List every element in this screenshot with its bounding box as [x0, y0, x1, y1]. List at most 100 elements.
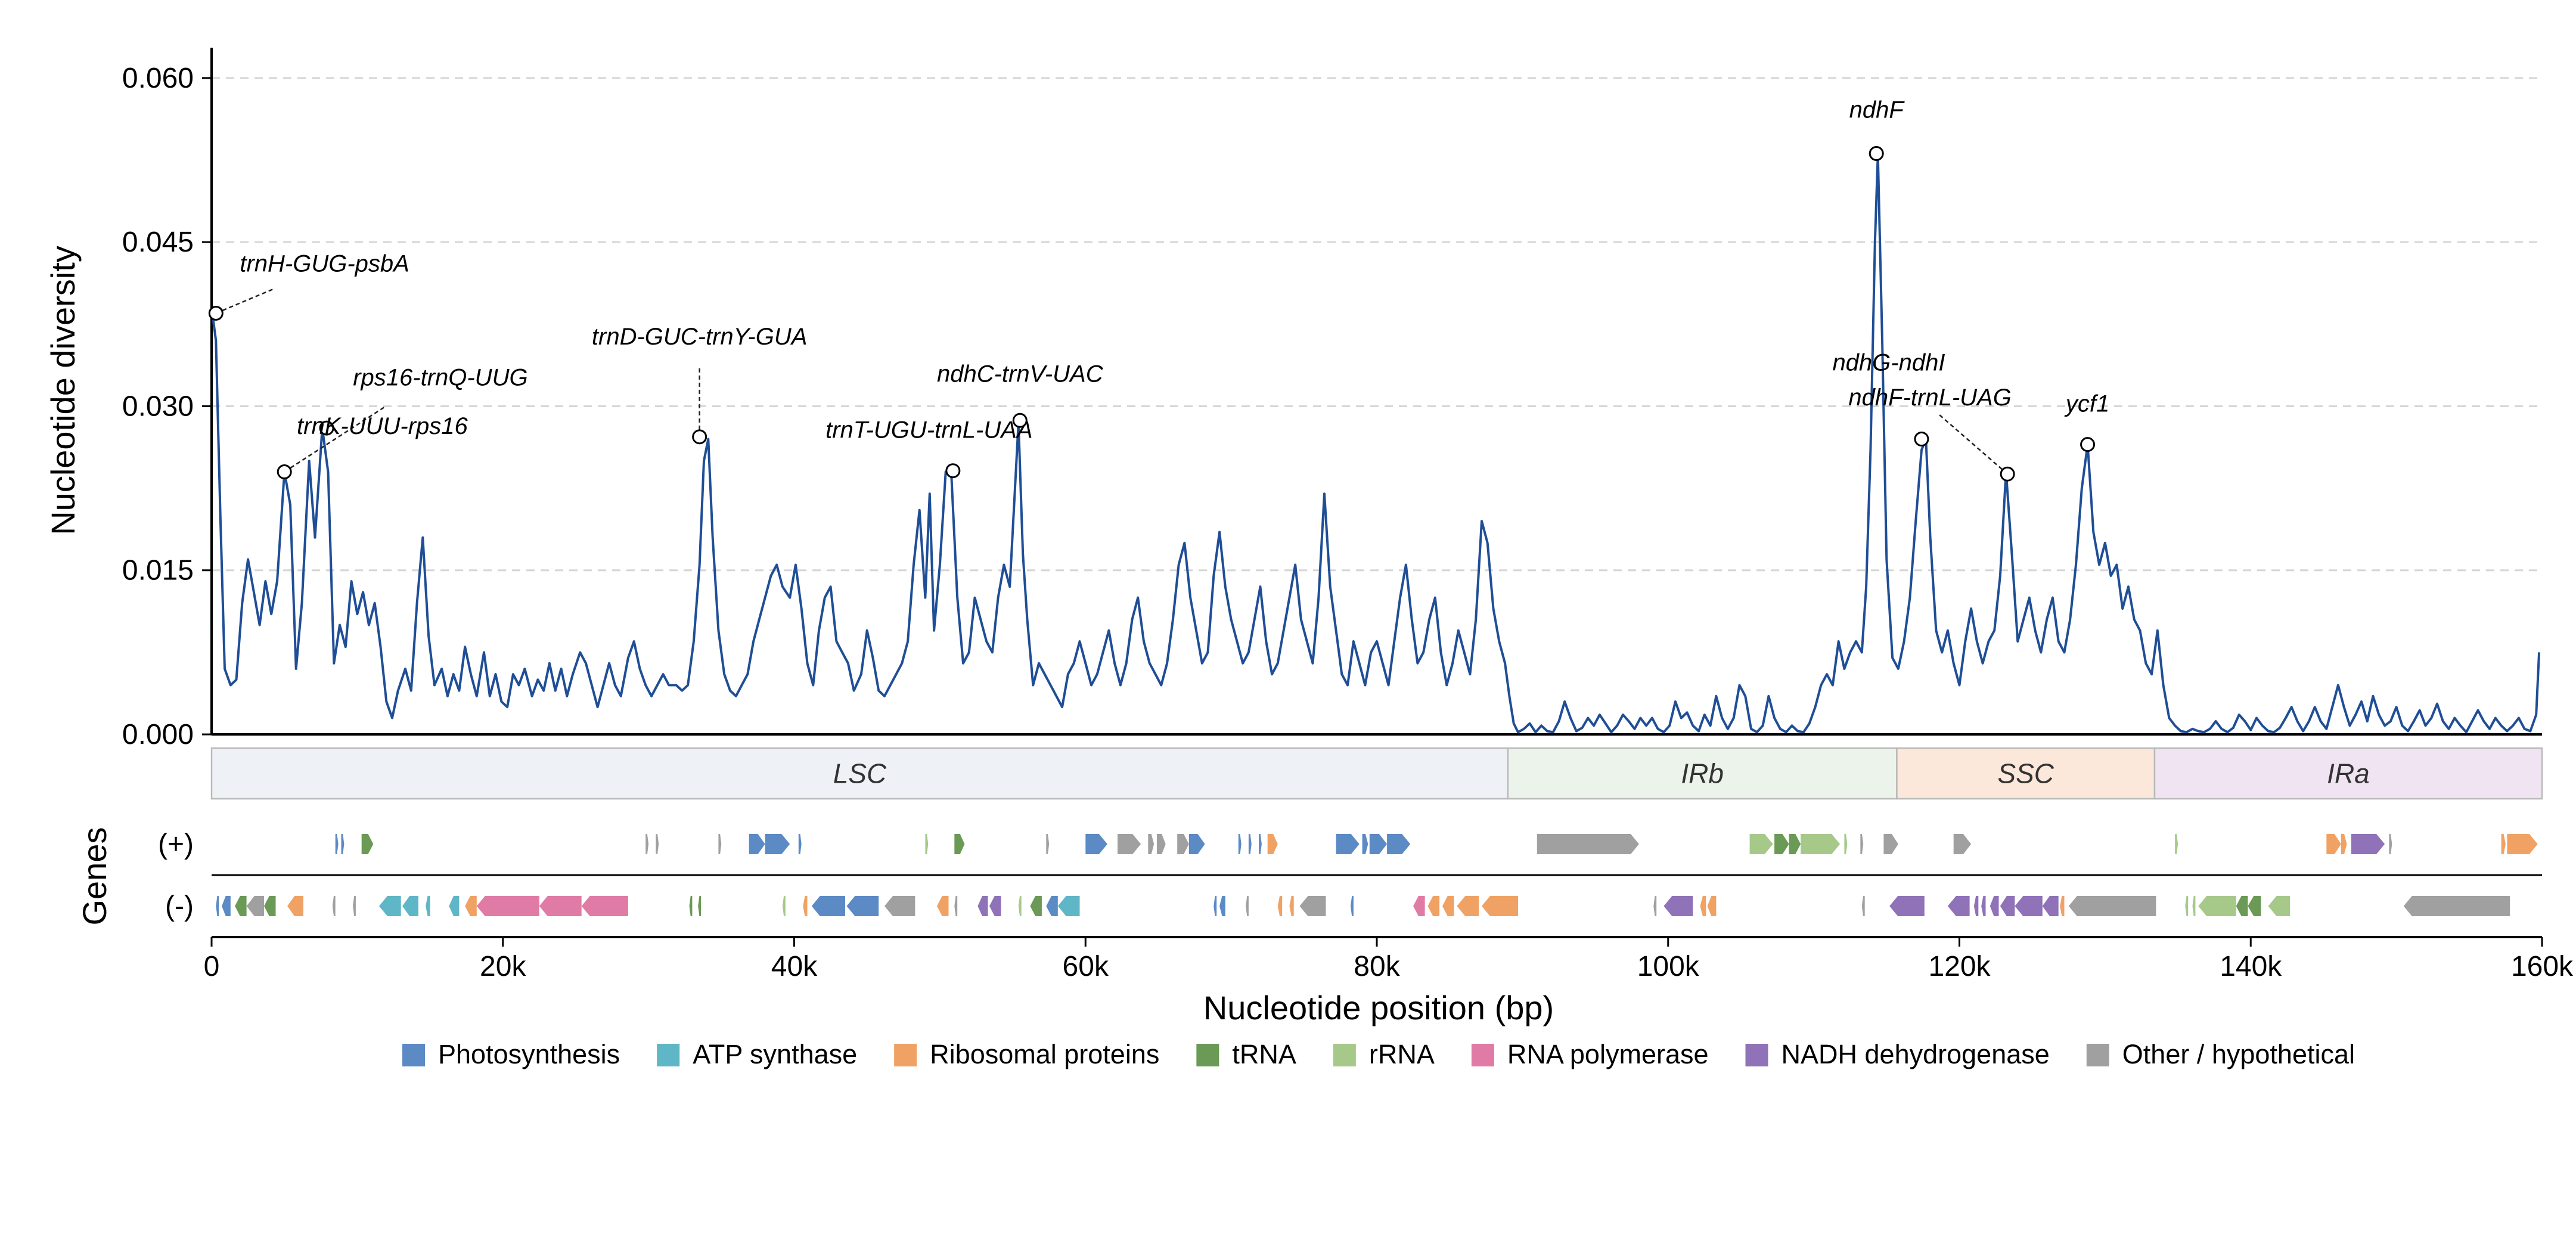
peak-label: ndhG-ndhI	[1832, 349, 1945, 376]
gene-arrow	[656, 834, 659, 854]
grid-lines	[212, 77, 2542, 572]
gene-arrow	[1749, 834, 1773, 854]
gene-arrow	[246, 896, 264, 916]
peak-leader	[215, 289, 273, 314]
gene-arrow	[1947, 896, 1970, 916]
gene-arrow	[1663, 896, 1693, 916]
gene-arrow	[1861, 896, 1865, 916]
legend-label: Photosynthesis	[438, 1039, 620, 1069]
peak-marker	[2080, 437, 2096, 452]
gene-arrow	[1774, 834, 1789, 854]
gene-arrow	[2326, 834, 2341, 854]
peak-label: ndhF-trnL-UAG	[1848, 384, 2011, 411]
gene-arrow	[925, 834, 929, 854]
gene-arrow	[1387, 834, 1411, 854]
gene-arrow	[1860, 834, 1864, 854]
gene-arrow	[1259, 834, 1262, 854]
region-ssc	[1896, 747, 2156, 800]
gene-arrow	[1442, 896, 1454, 916]
gene-arrow	[803, 896, 808, 916]
legend-label: tRNA	[1232, 1039, 1296, 1069]
gene-arrow	[954, 834, 965, 854]
gene-arrow	[2248, 896, 2261, 916]
region-ira	[2153, 747, 2543, 800]
legend: Photosynthesis ATP synthase Ribosomal prot…	[402, 1039, 2355, 1069]
region-label: IRb	[1681, 758, 1724, 789]
gene-arrow	[1246, 896, 1249, 916]
diversity-line	[210, 153, 2541, 734]
gene-arrow	[1118, 834, 1141, 854]
gene-arrow	[2236, 896, 2248, 916]
gene-arrow	[2192, 896, 2196, 916]
legend-swatch	[657, 1044, 680, 1066]
peak-marker	[208, 305, 224, 321]
x-tick-label: 60k	[1063, 951, 1109, 982]
peak-marker	[692, 429, 707, 445]
gene-arrow	[1148, 834, 1154, 854]
gene-arrow	[1157, 834, 1166, 854]
gene-arrow	[335, 834, 339, 854]
peak-marker	[2000, 466, 2015, 482]
gene-arrow	[846, 896, 879, 916]
gene-arrow	[353, 896, 356, 916]
gene-arrow	[1789, 834, 1801, 854]
gene-arrow	[2268, 896, 2291, 916]
gene-arrow	[1413, 896, 1425, 916]
legend-label: rRNA	[1369, 1039, 1435, 1069]
gene-arrow	[1707, 896, 1717, 916]
legend-label: NADH dehydrogenase	[1782, 1039, 2050, 1069]
gene-arrow	[1362, 834, 1368, 854]
gene-arrow	[402, 896, 418, 916]
legend-swatch	[894, 1044, 917, 1066]
peak-leader	[1938, 414, 2008, 475]
gene-arrow	[2185, 896, 2189, 916]
gene-arrow	[476, 896, 539, 916]
gene-arrow	[954, 896, 958, 916]
gene-arrow	[1844, 834, 1848, 854]
gene-arrow	[765, 834, 790, 854]
y-tick-label: 0.000	[122, 719, 194, 750]
legend-swatch	[402, 1044, 425, 1066]
legend-label: Other / hypothetical	[2122, 1039, 2355, 1069]
y-axis-title: Nucleotide diversity	[44, 246, 82, 535]
peak-label: trnH-GUG-psbA	[240, 250, 409, 277]
peak-marker	[319, 420, 334, 436]
x-tick-label: 160k	[2511, 951, 2574, 982]
x-tick-label: 140k	[2220, 951, 2282, 982]
gene-arrow	[977, 896, 988, 916]
gene-arrow	[2507, 834, 2538, 854]
gene-arrow	[1801, 834, 1841, 854]
gene-arrow	[989, 896, 1001, 916]
gene-arrow	[1046, 834, 1050, 854]
gene-arrow	[361, 834, 374, 854]
gene-arrow	[1953, 834, 1972, 854]
gene-arrow	[698, 896, 702, 916]
gene-arrow	[1248, 834, 1252, 854]
gene-arrow	[539, 896, 582, 916]
gene-arrow	[1351, 896, 1354, 916]
gene-arrow	[645, 834, 649, 854]
peak-marker	[1869, 146, 1884, 162]
y-tick-label: 0.015	[122, 555, 194, 587]
gene-arrow	[749, 834, 765, 854]
gene-arrow	[1238, 834, 1242, 854]
gene-arrow	[2501, 834, 2506, 854]
strand-label: (+)	[158, 829, 194, 860]
peak-label: trnT-UGU-trnL-UAA	[825, 417, 1032, 443]
gene-arrow	[216, 896, 219, 916]
gene-arrow	[2341, 834, 2347, 854]
peak-label: ndhF	[1849, 97, 1905, 123]
strand-label: (-)	[165, 891, 194, 922]
legend-swatch	[1333, 1044, 1356, 1066]
gene-arrow	[1883, 834, 1898, 854]
y-tick-label: 0.045	[122, 227, 194, 258]
gene-arrow	[2060, 896, 2065, 916]
peak-marker	[277, 464, 292, 480]
legend-label: ATP synthase	[693, 1039, 857, 1069]
peak-label: trnD-GUC-trnY-GUA	[592, 324, 807, 350]
legend-label: RNA polymerase	[1507, 1039, 1709, 1069]
gene-arrow	[581, 896, 628, 916]
peak-label: trnK-UUU-rps16	[297, 413, 468, 439]
gene-arrow	[2042, 896, 2059, 916]
